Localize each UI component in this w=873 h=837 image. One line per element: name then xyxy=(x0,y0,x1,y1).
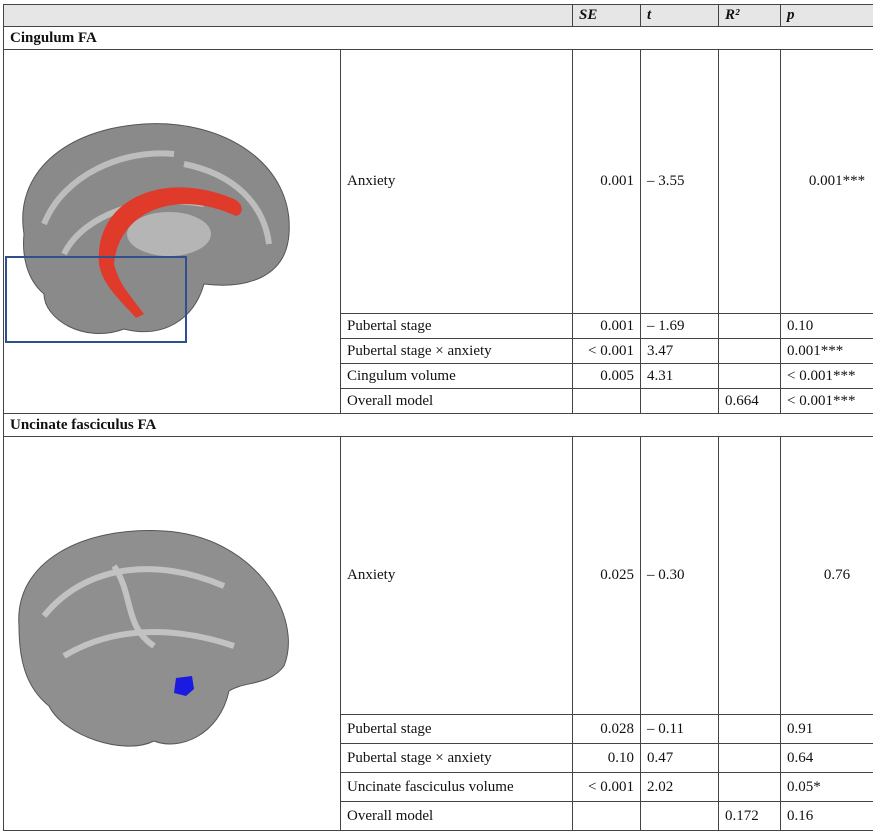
se-cell: 0.001 xyxy=(572,313,641,339)
row-label: Overall model xyxy=(340,801,573,831)
p-cell: < 0.001*** xyxy=(780,363,873,389)
cingulum-brain-image xyxy=(5,123,290,343)
section-row: Uncinate fasciculus FA xyxy=(3,413,873,437)
data-row: Overall model 0.172 0.16 xyxy=(4,801,873,831)
r2-cell: 0.664 xyxy=(718,388,781,414)
p-cell: 0.10 xyxy=(780,313,873,339)
data-row: Overall model 0.664 < 0.001*** xyxy=(4,388,873,414)
r2-cell xyxy=(718,743,781,773)
row-label: Pubertal stage xyxy=(340,714,573,744)
r2-cell: 0.172 xyxy=(718,801,781,831)
p-cell: 0.16 xyxy=(780,801,873,831)
t-cell: 2.02 xyxy=(640,772,719,802)
se-cell: < 0.001 xyxy=(572,772,641,802)
section-title: Cingulum FA xyxy=(3,26,873,50)
image-cell xyxy=(3,49,341,414)
row-label: Pubertal stage xyxy=(340,313,573,339)
p-cell: 0.001*** xyxy=(780,338,873,364)
t-cell: – 1.69 xyxy=(640,313,719,339)
header-cell: p xyxy=(780,4,873,27)
row-label: Pubertal stage × anxiety xyxy=(340,743,573,773)
section-row: Cingulum FA xyxy=(3,26,873,50)
r2-cell xyxy=(718,49,781,314)
se-cell: 0.10 xyxy=(572,743,641,773)
image-cell xyxy=(3,436,341,831)
table-wrap: SE t R² p Cingulum FA Anxiety 0.001– 3.55 0.0… xyxy=(3,4,873,831)
se-cell: 0.025 xyxy=(572,436,641,715)
row-label: Uncinate fasciculus volume xyxy=(340,772,573,802)
t-cell: – 0.30 xyxy=(640,436,719,715)
t-cell: 3.47 xyxy=(640,338,719,364)
p-cell: < 0.001*** xyxy=(780,388,873,414)
header-blank xyxy=(3,4,573,27)
p-cell: 0.64 xyxy=(780,743,873,773)
se-cell xyxy=(572,801,641,831)
se-cell xyxy=(572,388,641,414)
data-row: Pubertal stage 0.001– 1.69 0.10 xyxy=(4,313,873,339)
data-row: Cingulum volume 0.005 4.31 < 0.001*** xyxy=(4,363,873,389)
header-row: SE t R² p xyxy=(3,4,873,27)
row-label: Cingulum volume xyxy=(340,363,573,389)
t-cell: – 3.55 xyxy=(640,49,719,314)
p-cell: 0.76 xyxy=(780,436,873,715)
t-cell xyxy=(640,388,719,414)
se-cell: 0.001 xyxy=(572,49,641,314)
r2-cell xyxy=(718,363,781,389)
header-cell: t xyxy=(640,4,719,27)
r2-cell xyxy=(718,436,781,715)
r2-cell xyxy=(718,714,781,744)
p-cell: 0.001*** xyxy=(780,49,873,314)
data-row: Pubertal stage × anxiety 0.10 0.47 0.64 xyxy=(4,743,873,773)
r2-cell xyxy=(718,313,781,339)
r2-cell xyxy=(718,338,781,364)
se-cell: 0.028 xyxy=(572,714,641,744)
se-cell: < 0.001 xyxy=(572,338,641,364)
row-label: Overall model xyxy=(340,388,573,414)
uncinate-brain-image xyxy=(18,530,289,747)
t-cell: 4.31 xyxy=(640,363,719,389)
t-cell: 0.47 xyxy=(640,743,719,773)
data-row: Anxiety 0.025– 0.30 0.76 xyxy=(3,436,873,831)
header-cell: R² xyxy=(718,4,781,27)
header-cell: SE xyxy=(572,4,641,27)
p-cell: 0.05* xyxy=(780,772,873,802)
t-cell: – 0.11 xyxy=(640,714,719,744)
section-title: Uncinate fasciculus FA xyxy=(3,413,873,437)
row-label: Anxiety xyxy=(340,436,573,715)
r2-cell xyxy=(718,772,781,802)
t-cell xyxy=(640,801,719,831)
se-cell: 0.005 xyxy=(572,363,641,389)
row-label: Pubertal stage × anxiety xyxy=(340,338,573,364)
row-label: Anxiety xyxy=(340,49,573,314)
p-cell: 0.91 xyxy=(780,714,873,744)
results-table: SE t R² p Cingulum FA Anxiety 0.001– 3.55 0.0… xyxy=(3,4,873,831)
data-row: Anxiety 0.001– 3.55 0.001*** xyxy=(3,49,873,414)
data-row: Pubertal stage 0.028– 0.11 0.91 xyxy=(4,714,873,744)
